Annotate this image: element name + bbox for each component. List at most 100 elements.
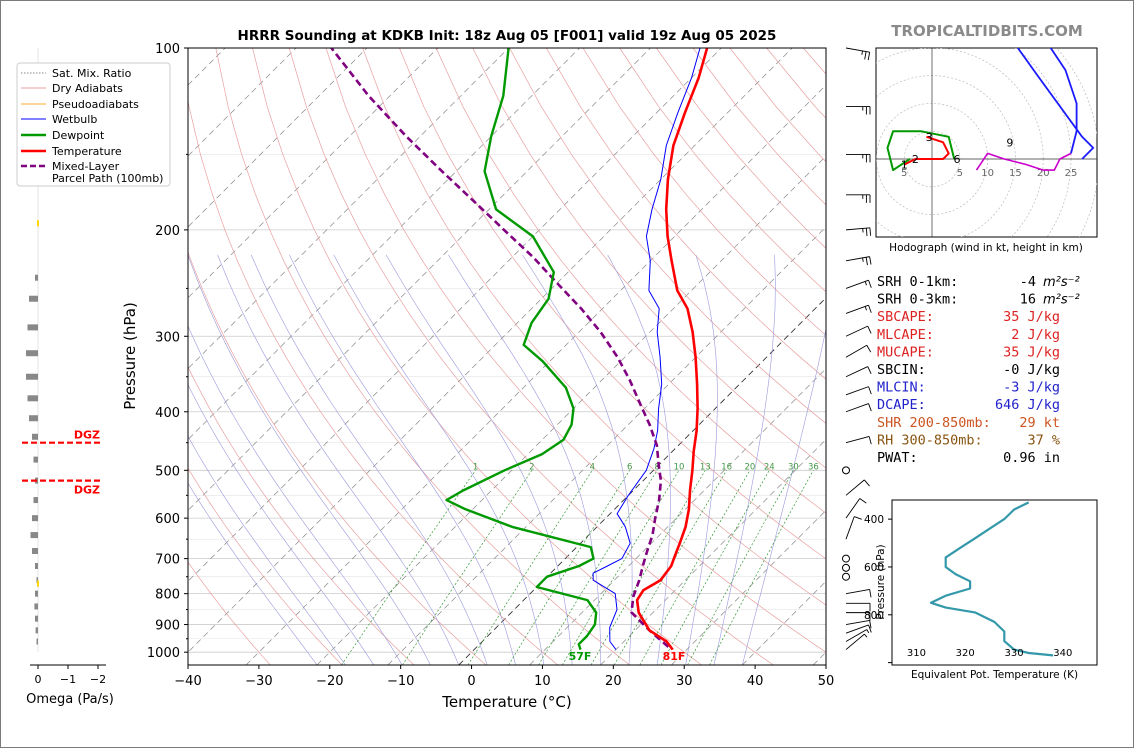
- param-label: DCAPE:: [877, 397, 926, 413]
- wind-barb-flag: [868, 305, 872, 313]
- hodograph-ring-label: 25: [1065, 168, 1078, 179]
- x-axis-title: Temperature (°C): [441, 693, 571, 711]
- param-value: -4: [1020, 274, 1036, 290]
- mixing-ratio-label: 30: [788, 462, 799, 472]
- x-tick-label: 30: [676, 674, 693, 689]
- param-label: SRH 0-1km:: [877, 274, 958, 290]
- isotherm: [245, 84, 826, 665]
- dry-adiabat: [288, 48, 774, 665]
- isotherm: [529, 368, 826, 665]
- wind-barb-staff: [845, 227, 870, 231]
- mixing-ratio-label: 10: [674, 462, 685, 472]
- wind-barb-flag: [868, 403, 872, 412]
- moist-adiabat: [289, 254, 516, 665]
- dry-adiabat: [252, 48, 702, 665]
- wind-barb-staff: [845, 344, 868, 358]
- wind-barb-staff: [845, 403, 869, 413]
- dry-adiabat: [188, 561, 271, 665]
- wind-barb-flag: [869, 589, 872, 598]
- param-label: PWAT:: [877, 450, 918, 466]
- theta-e-x-tick-label: 340: [1053, 648, 1072, 659]
- moist-adiabat: [217, 254, 460, 665]
- omega-bar: [27, 324, 38, 331]
- wind-barb-staff: [845, 516, 855, 540]
- theta-e-frame: [891, 499, 1098, 666]
- wind-barb-flag: [868, 436, 872, 445]
- legend-box: [16, 62, 171, 187]
- wind-barb-half-flag: [864, 306, 867, 311]
- isotherm: [671, 509, 826, 665]
- wind-barb-flag: [868, 624, 872, 633]
- dry-adiabat: [188, 467, 343, 665]
- wind-barb-flag: [854, 516, 862, 520]
- hodograph-height-label: 3: [926, 131, 933, 144]
- moist-adiabat: [188, 325, 403, 665]
- omega-bar: [35, 615, 38, 622]
- hodograph-ring-label: 5: [901, 168, 907, 179]
- isotherm: [387, 226, 826, 665]
- y-tick-label: 700: [155, 553, 180, 568]
- mixing-ratio-label: 13: [700, 462, 711, 472]
- omega-bar: [34, 603, 38, 610]
- y-tick-label: 100: [155, 42, 180, 57]
- omega-bar: [35, 274, 38, 281]
- theta-e-y-tick-label: 800: [864, 610, 884, 622]
- wind-barb-flag: [867, 52, 871, 61]
- y-tick-label: 200: [155, 224, 180, 239]
- theta-e-x-axis-title: Equivalent Pot. Temperature (K): [911, 669, 1078, 681]
- theta-e-y-tick-label: 400: [864, 514, 884, 526]
- mixing-ratio-line: [402, 470, 533, 665]
- param-value: 35 J/kg: [1003, 344, 1060, 360]
- wind-barb-half-flag: [864, 633, 868, 638]
- theta-e-x-tick-label: 310: [907, 648, 926, 659]
- omega-bar: [32, 515, 38, 522]
- dgz-top-label: DGZ: [74, 429, 100, 442]
- wind-barb-staff: [845, 366, 868, 378]
- wind-barb-staff: [845, 325, 868, 337]
- dewpoint-line: [445, 48, 598, 650]
- mixing-ratio-line: [687, 470, 794, 665]
- wind-barb-flag: [867, 325, 872, 334]
- param-label: RH 300-850mb:: [877, 432, 983, 448]
- y-tick-label: 300: [155, 330, 180, 345]
- hodograph-frame: [875, 47, 1098, 238]
- legend-label: Dewpoint: [52, 129, 105, 142]
- moist-adiabat: [448, 254, 601, 665]
- param-label: MLCAPE:: [877, 327, 934, 343]
- param-value: 2 J/kg: [1011, 327, 1060, 343]
- mixing-ratio-line: [639, 470, 751, 665]
- isotherm: [600, 439, 826, 665]
- dry-adiabat: [582, 48, 826, 336]
- param-value: 0.96 in: [1003, 450, 1060, 466]
- mixing-ratio-line: [561, 470, 680, 665]
- param-unit: m²s⁻²: [1043, 293, 1080, 308]
- dgz-bottom-label: DGZ: [74, 484, 100, 497]
- wind-barb-staff: [845, 279, 869, 289]
- omega-bar: [29, 295, 38, 302]
- dry-adiabat: [215, 48, 630, 665]
- param-label: SRH 0-3km:: [877, 292, 958, 308]
- omega-bar: [33, 497, 38, 504]
- wind-barb-flag: [869, 620, 872, 629]
- hodograph-ring-label: 20: [1037, 168, 1050, 179]
- isotherm: [458, 297, 826, 665]
- hodograph-height-label: 1: [901, 159, 908, 172]
- omega-bar: [35, 562, 38, 569]
- dry-adiabat: [472, 48, 826, 469]
- wind-barb-flag: [868, 280, 872, 288]
- omega-positive-bar: [37, 580, 39, 587]
- y-tick-label: 900: [155, 619, 180, 634]
- hodograph-height-label: 6: [954, 153, 961, 166]
- legend-label: Pseudoadiabats: [52, 98, 139, 111]
- hodograph-trace: [903, 135, 950, 166]
- mixing-ratio-label: 20: [745, 462, 756, 472]
- mixing-ratio-line: [538, 470, 658, 665]
- moist-adiabat: [188, 384, 374, 665]
- wind-barb-staff: [845, 386, 869, 396]
- hodograph-trace: [1016, 48, 1095, 160]
- hodograph-trace: [975, 152, 1072, 171]
- x-tick-label: −10: [387, 674, 414, 689]
- isotherm: [188, 48, 793, 653]
- skewt-axes: −40 −30 −20 −10 0 10 20 30 40 50 100 200 300 400 500 60…: [121, 42, 834, 711]
